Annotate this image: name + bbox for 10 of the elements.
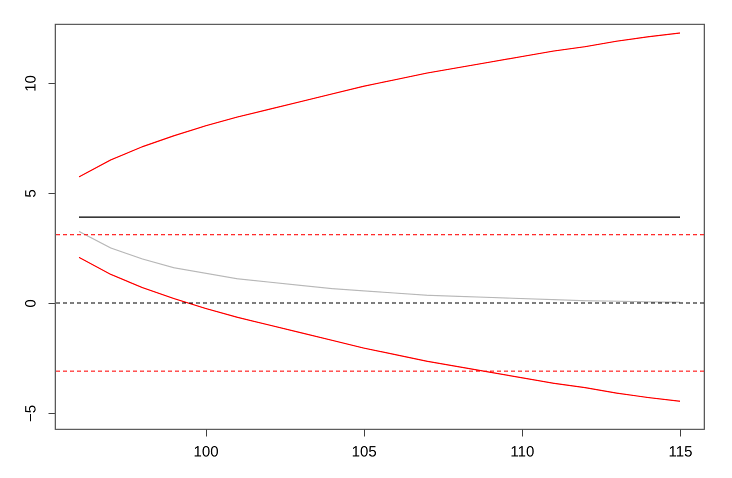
x-tick-label: 100 bbox=[194, 444, 219, 460]
line-series bbox=[78, 230, 681, 303]
x-tick-label: 110 bbox=[510, 444, 534, 460]
x-tick-label: 115 bbox=[668, 444, 692, 460]
line-series bbox=[78, 32, 681, 178]
y-tick-label: 10 bbox=[22, 75, 40, 92]
x-tick-label: 105 bbox=[352, 444, 377, 460]
y-tick-label: 5 bbox=[22, 189, 40, 198]
y-tick-label: −5 bbox=[22, 404, 40, 422]
y-tick-label: 0 bbox=[22, 299, 40, 308]
